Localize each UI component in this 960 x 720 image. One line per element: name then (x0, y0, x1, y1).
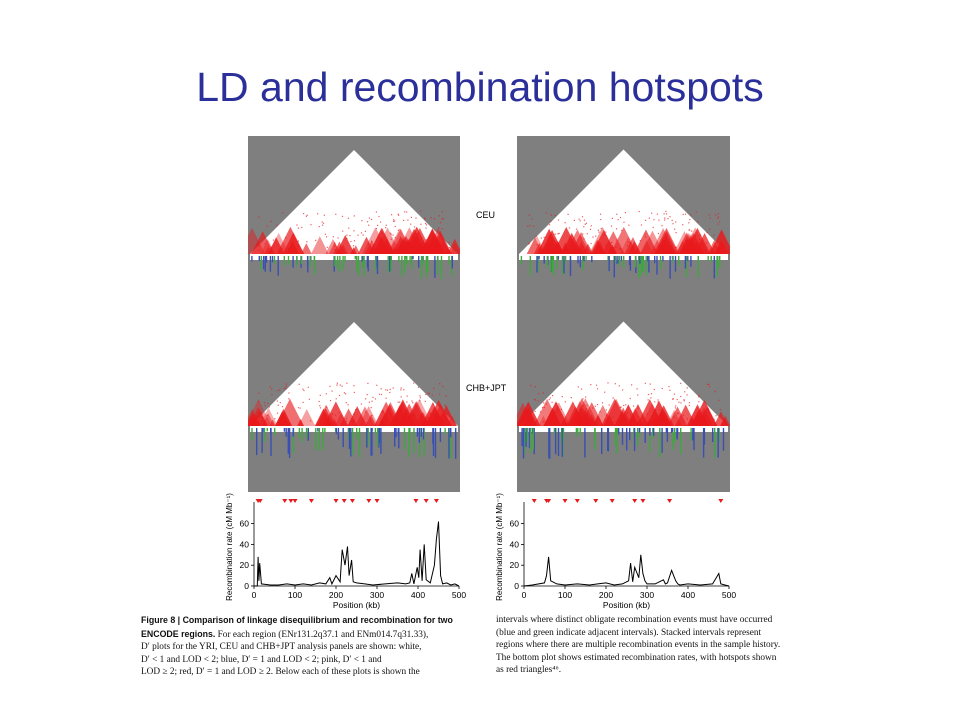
hotspot-triangle (308, 499, 314, 503)
y-tick-label: 0 (514, 581, 519, 591)
ld-triangle (248, 150, 460, 254)
hotspot-triangle (562, 499, 568, 503)
y-tick-label: 40 (510, 539, 520, 549)
caption-line: D′ < 1 and LOD < 2; blue, D′ = 1 and LOD… (141, 654, 481, 667)
caption-line: LOD ≥ 2; red, D′ = 1 and LOD ≥ 2. Below … (141, 666, 481, 679)
row-label-chb-jpt: CHB+JPT (466, 383, 507, 393)
hotspot-triangle (667, 499, 673, 503)
x-tick-label: 200 (329, 590, 343, 600)
slide-title: LD and recombination hotspots (196, 64, 764, 110)
y-tick-label: 20 (240, 560, 250, 570)
recombination-rate-chart-left: 0 100 200 300 400 500 0 20 40 60 Position (kb) Reco… (225, 493, 466, 610)
x-tick-label: 0 (522, 590, 527, 600)
hotspot-triangle (288, 499, 294, 503)
ld-triangle (517, 321, 730, 426)
hotspot-triangle (349, 499, 355, 503)
caption-line: regions where there are multiple recombi… (496, 640, 781, 650)
recombination-rate-chart-right: 0 100 200 300 400 500 0 20 40 60 Position (kb) Reco… (495, 493, 736, 610)
hotspot-triangle (632, 499, 638, 503)
caption-text: LOD ≥ 2; red, D′ = 1 and LOD ≥ 2. Below … (141, 667, 420, 677)
hotspot-triangle (366, 499, 372, 503)
caption-line: D′ plots for the YRI, CEU and CHB+JPT an… (141, 641, 481, 654)
x-tick-label: 400 (681, 590, 695, 600)
ld-panel-left (248, 136, 460, 492)
x-axis-label: Position (kb) (333, 600, 380, 610)
x-tick-label: 300 (640, 590, 654, 600)
caption-bold-text: Figure 8 | Comparison of linkage disequi… (141, 615, 453, 625)
hotspot-triangle (640, 499, 646, 503)
caption-bold-text: ENCODE regions. (141, 628, 216, 639)
x-tick-label: 500 (452, 590, 466, 600)
hotspot-triangle (282, 499, 288, 503)
hotspot-triangle (413, 499, 419, 503)
hotspot-triangle (718, 499, 724, 503)
recombination-interval-strip (519, 426, 728, 459)
x-axis-label: Position (kb) (603, 600, 650, 610)
ld-triangle (248, 322, 458, 426)
recombination-interval-strip (519, 254, 728, 279)
hotspot-triangle (423, 499, 429, 503)
caption-text: D′ plots for the YRI, CEU and CHB+JPT an… (141, 642, 422, 652)
hotspot-triangle (609, 499, 615, 503)
x-tick-label: 200 (599, 590, 613, 600)
ld-panel-right (517, 136, 730, 492)
y-tick-label: 60 (510, 519, 520, 529)
y-tick-label: 20 (510, 560, 520, 570)
caption-line: intervals where distinct obligate recomb… (496, 615, 773, 625)
hotspot-triangle (433, 499, 439, 503)
hotspot-triangle (574, 499, 580, 503)
y-axis-label: Recombination rate (cM Mb⁻¹) (225, 493, 234, 601)
ld-plot-ceu-left (248, 150, 460, 459)
hotspot-triangle (374, 499, 380, 503)
recombination-interval-strip (250, 426, 458, 459)
x-tick-label: 0 (252, 590, 257, 600)
hotspot-triangle (546, 499, 552, 503)
caption-line: (blue and green indicate adjacent interv… (496, 627, 762, 638)
figure-caption-left: Figure 8 | Comparison of linkage disequi… (141, 614, 481, 679)
recombination-rate-line (523, 554, 730, 587)
x-tick-label: 100 (558, 590, 572, 600)
caption-line: ENCODE regions. For each region (ENr131.… (141, 628, 481, 642)
ld-plot-ceu-right (517, 149, 730, 459)
hotspot-triangle (531, 499, 537, 503)
ld-triangle (519, 149, 730, 254)
y-tick-label: 60 (240, 519, 250, 529)
caption-text: D′ < 1 and LOD < 2; blue, D′ = 1 and LOD… (141, 654, 382, 665)
hotspot-triangle (257, 499, 263, 503)
caption-line: Figure 8 | Comparison of linkage disequi… (141, 614, 481, 628)
hotspot-triangle (333, 499, 339, 503)
row-label-ceu: CEU (476, 210, 496, 220)
hotspot-triangle (292, 499, 298, 503)
x-tick-label: 500 (722, 590, 736, 600)
hotspot-triangle (341, 499, 347, 503)
y-tick-label: 0 (244, 581, 249, 591)
x-tick-label: 300 (370, 590, 384, 600)
y-tick-label: 40 (240, 539, 250, 549)
caption-line: The bottom plot shows estimated recombin… (496, 652, 777, 663)
x-tick-label: 400 (411, 590, 425, 600)
caption-line: as red triangles⁴⁶. (496, 665, 562, 675)
figure-caption-right: intervals where distinct obligate recomb… (496, 614, 848, 677)
y-axis-label: Recombination rate (cM Mb⁻¹) (495, 493, 504, 601)
hotspot-triangle (593, 499, 599, 503)
recombination-interval-strip (250, 254, 458, 279)
x-tick-label: 100 (288, 590, 302, 600)
recombination-rate-line (254, 521, 460, 587)
caption-text: For each region (ENr131.2q37.1 and ENm01… (215, 629, 429, 640)
